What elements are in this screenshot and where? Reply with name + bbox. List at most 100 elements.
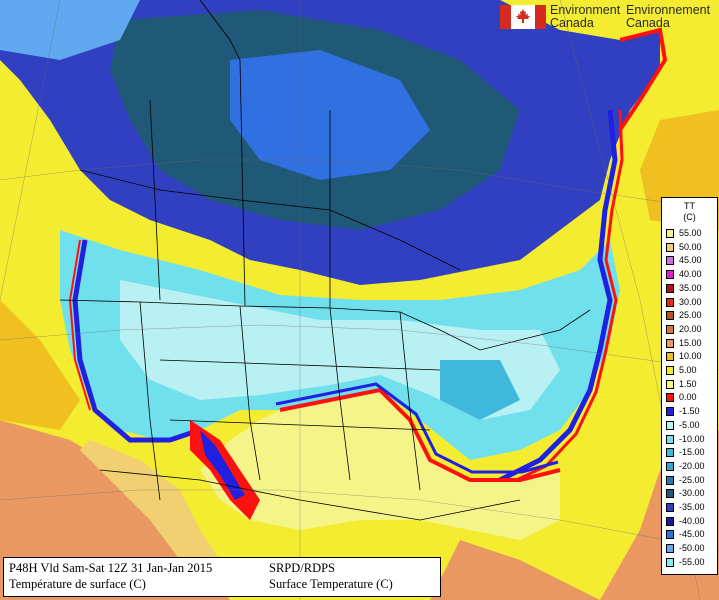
- west-coast-freezing-line: [68, 239, 91, 411]
- legend-swatch: [666, 311, 674, 321]
- valid-time-label: P48H Vld Sam-Sat 12Z 31 Jan-Jan 2015: [9, 561, 213, 575]
- legend-label: 45.00: [679, 255, 702, 266]
- legend-swatch: [666, 229, 674, 238]
- legend-label: 55.00: [679, 228, 702, 238]
- legend-entry: -30.00: [666, 488, 716, 499]
- legend-swatch: [666, 448, 674, 458]
- legend-entry: 15.00: [666, 338, 716, 349]
- legend-swatch: [666, 407, 674, 417]
- great-lakes-cold-pocket: [440, 360, 520, 420]
- legend-swatch: [666, 283, 674, 293]
- legend-entry: -40.00: [666, 516, 716, 527]
- legend-entry: 40.00: [666, 269, 716, 280]
- legend-entry: 5.00: [666, 365, 716, 376]
- legend-entry: -1.50: [666, 406, 716, 417]
- legend-entry: 10.00: [666, 351, 716, 362]
- pacific-mild-area: [0, 300, 80, 430]
- legend-entry: 25.00: [666, 310, 716, 321]
- legend-entry: -50.00: [666, 543, 716, 554]
- legend-label: -45.00: [679, 529, 705, 540]
- legend-code: TT: [684, 201, 695, 211]
- legend-entry: 30.00: [666, 297, 716, 308]
- brand-fr-line1: Environnement: [626, 3, 711, 17]
- legend-entry: -55.00: [666, 557, 716, 568]
- legend-swatch: [666, 393, 674, 403]
- legend-swatch: [666, 489, 674, 499]
- brand-en-line1: Environment: [550, 3, 621, 17]
- legend-label: 35.00: [679, 282, 702, 293]
- legend-swatch: [666, 461, 674, 471]
- temperature-legend: TT (C) 55.00 50.00 45.00 40.00 35.00 30.00 25.…: [661, 197, 718, 575]
- labrador-freezing-line: [618, 27, 668, 132]
- legend-label: -30.00: [679, 488, 705, 499]
- legend-label: 40.00: [679, 269, 702, 280]
- legend-swatch: [666, 420, 674, 430]
- gulf-warm-area: [430, 540, 600, 600]
- model-label: SRPD/RDPS: [269, 561, 336, 575]
- southern-plains-mild: [200, 390, 560, 540]
- legend-swatch: [666, 434, 674, 444]
- legend-label: -50.00: [679, 543, 705, 554]
- legend-label: 1.50: [679, 378, 697, 389]
- southwest-warm-land: [80, 440, 220, 560]
- legend-entry: 20.00: [666, 324, 716, 335]
- legend-label: -1.50: [679, 406, 700, 417]
- legend-swatch: [666, 557, 674, 567]
- legend-label: -40.00: [679, 515, 705, 526]
- legend-label: -10.00: [679, 433, 705, 444]
- southern-freezing-line: [279, 387, 561, 482]
- legend-swatch: [666, 297, 674, 307]
- legend-swatch: [666, 516, 674, 526]
- legend-swatch: [666, 530, 674, 540]
- legend-entry: 1.50: [666, 379, 716, 390]
- legend-label: -35.00: [679, 502, 705, 512]
- title-english: Surface Temperature (C): [269, 577, 393, 591]
- legend-entry: -10.00: [666, 434, 716, 445]
- environment-canada-logo: Environment Canada Environnement Canada: [500, 3, 715, 33]
- legend-swatch: [666, 544, 674, 554]
- legend-entry: -15.00: [666, 447, 716, 458]
- legend-label: -15.00: [679, 447, 705, 458]
- title-french: Température de surface (C): [9, 577, 146, 591]
- east-coast-cold-edge: [459, 109, 618, 493]
- legend-entry: -35.00: [666, 502, 716, 513]
- legend-swatch: [666, 270, 674, 280]
- brand-fr-line2: Canada: [626, 16, 670, 30]
- legend-label: -55.00: [679, 556, 705, 567]
- legend-swatch: [666, 338, 674, 348]
- legend-swatch: [666, 242, 674, 252]
- legend-label: -5.00: [679, 419, 700, 430]
- legend-swatch: [666, 379, 674, 389]
- legend-swatch: [666, 475, 674, 485]
- canada-flag-icon: [500, 5, 546, 29]
- legend-label: 20.00: [679, 323, 702, 334]
- legend-entry: 45.00: [666, 255, 716, 266]
- legend-entry: 55.00: [666, 228, 716, 239]
- rockies-cold-patch: [200, 430, 245, 500]
- brand-en-line2: Canada: [550, 16, 594, 30]
- legend-entry: -25.00: [666, 475, 716, 486]
- legend-swatch: [666, 366, 674, 375]
- east-coast-freezing-line: [461, 109, 624, 498]
- legend-swatch: [666, 324, 674, 334]
- southern-cold-edge: [275, 382, 559, 474]
- legend-label: 25.00: [679, 310, 702, 321]
- legend-entry: -45.00: [666, 529, 716, 540]
- legend-label: -20.00: [679, 460, 705, 471]
- map-title-box: P48H Vld Sam-Sat 12Z 31 Jan-Jan 2015 Tem…: [3, 557, 441, 597]
- legend-entry: -20.00: [666, 461, 716, 472]
- legend-unit: (C): [683, 212, 696, 222]
- legend-entry: 50.00: [666, 242, 716, 253]
- brand-name-fr: Environnement Canada: [626, 4, 710, 30]
- legend-label: 5.00: [679, 365, 697, 375]
- legend-swatch: [666, 256, 674, 266]
- boundary-lines: [59, 0, 591, 521]
- legend-label: 15.00: [679, 337, 702, 348]
- legend-label: 10.00: [679, 351, 702, 362]
- alaska-cold-area: [0, 0, 140, 60]
- legend-label: -25.00: [679, 474, 705, 485]
- legend-entry: 35.00: [666, 283, 716, 294]
- legend-entry: 0.00: [666, 392, 716, 403]
